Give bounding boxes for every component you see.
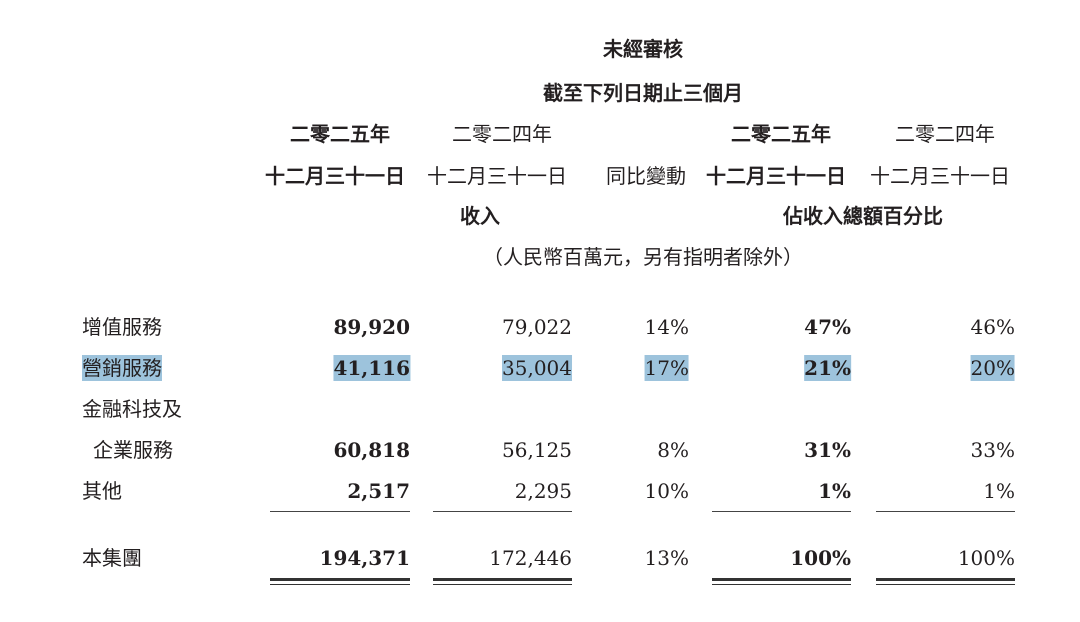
table-cell: 100%: [790, 546, 851, 570]
table-cell: 100%: [957, 546, 1015, 570]
table-cell: 1%: [983, 479, 1015, 503]
table-cell: 41,116: [333, 355, 410, 381]
period-header: 截至下列日期止三個月: [543, 81, 743, 105]
total-double-line: [433, 578, 572, 585]
total-double-line: [876, 578, 1015, 585]
table-cell: 1%: [818, 479, 851, 503]
unit-note: （人民幣百萬元，另有指明者除外）: [483, 245, 803, 269]
table-cell: 60,818: [333, 438, 410, 462]
table-cell: 14%: [644, 315, 689, 339]
table-cell: 194,371: [319, 546, 410, 570]
table-cell: 47%: [804, 315, 851, 339]
pct-header: 佔收入總額百分比: [783, 204, 943, 228]
table-cell: 56,125: [502, 438, 572, 462]
date-2024-revenue: 十二月三十一日: [427, 164, 567, 188]
row-label: 金融科技及: [82, 397, 182, 421]
row-label: 本集團: [82, 546, 142, 570]
total-double-line: [712, 578, 851, 585]
table-cell: 10%: [644, 479, 689, 503]
table-cell: 20%: [970, 355, 1015, 381]
row-label: 營銷服務: [82, 355, 162, 381]
table-cell: 35,004: [502, 355, 572, 381]
table-cell: 89,920: [333, 315, 410, 339]
year-2024-pct: 二零二四年: [895, 122, 995, 146]
yoy-change-header: 同比變動: [606, 164, 686, 188]
table-cell: 172,446: [489, 546, 572, 570]
revenue-header: 收入: [460, 204, 500, 228]
table-cell: 13%: [644, 546, 689, 570]
year-2024-revenue: 二零二四年: [452, 122, 552, 146]
year-2025-revenue: 二零二五年: [290, 122, 390, 146]
table-cell: 79,022: [502, 315, 572, 339]
row-label: 企業服務: [93, 438, 173, 462]
date-2024-pct: 十二月三十一日: [870, 164, 1010, 188]
total-double-line: [270, 578, 410, 585]
table-cell: 33%: [970, 438, 1015, 462]
date-2025-revenue: 十二月三十一日: [265, 164, 405, 188]
table-cell: 46%: [970, 315, 1015, 339]
row-label: 增值服務: [82, 315, 162, 339]
table-cell: 2,295: [514, 479, 572, 503]
subtotal-line: [270, 511, 410, 512]
audit-status: 未經審核: [603, 37, 683, 61]
table-cell: 8%: [657, 438, 689, 462]
table-cell: 2,517: [347, 479, 410, 503]
table-cell: 21%: [804, 355, 851, 381]
subtotal-line: [433, 511, 572, 512]
subtotal-line: [876, 511, 1015, 512]
row-label: 其他: [82, 479, 122, 503]
table-cell: 17%: [644, 355, 689, 381]
table-cell: 31%: [804, 438, 851, 462]
year-2025-pct: 二零二五年: [731, 122, 831, 146]
subtotal-line: [712, 511, 851, 512]
date-2025-pct: 十二月三十一日: [706, 164, 846, 188]
